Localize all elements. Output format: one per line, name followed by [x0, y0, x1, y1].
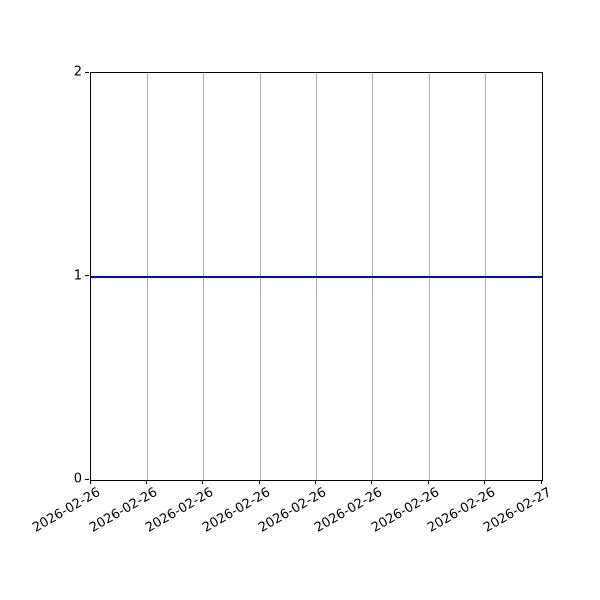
x-tick-mark — [540, 480, 542, 484]
y-tick-label: 0 — [73, 471, 82, 487]
y-tick-mark — [85, 478, 89, 480]
x-tick-mark — [484, 480, 486, 484]
x-tick-mark — [427, 480, 429, 484]
x-tick-mark — [371, 480, 373, 484]
y-tick-mark — [85, 71, 89, 73]
x-tick-mark — [202, 480, 204, 484]
y-tick-label: 2 — [73, 64, 82, 80]
y-tick-label: 1 — [73, 268, 82, 283]
x-tick-mark — [89, 480, 91, 484]
x-tick-mark — [315, 480, 316, 484]
y-tick-mark — [85, 275, 89, 276]
x-tick-mark — [145, 480, 147, 484]
series-line — [91, 275, 542, 278]
plot-area — [90, 72, 543, 481]
x-tick-mark — [258, 480, 260, 484]
